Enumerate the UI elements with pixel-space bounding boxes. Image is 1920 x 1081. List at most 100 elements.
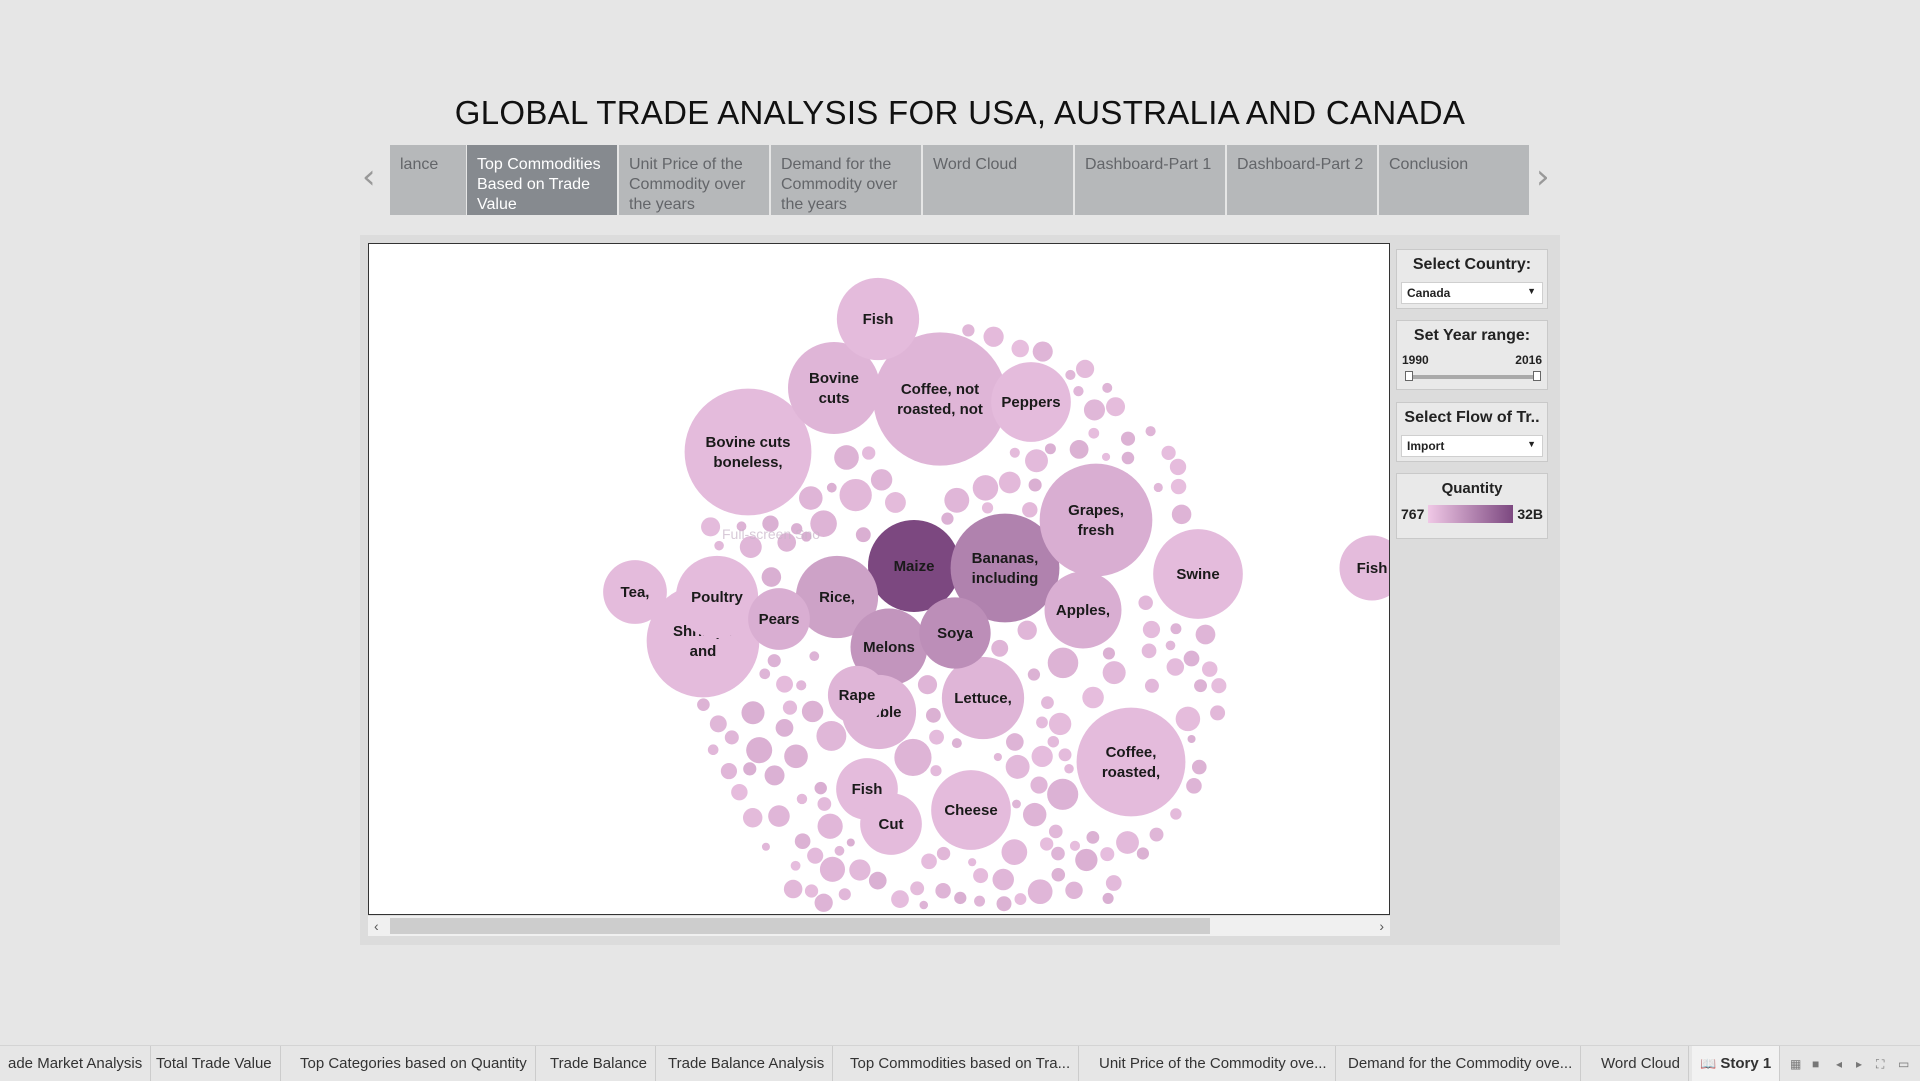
- filler-bubble[interactable]: [826, 482, 837, 493]
- filler-bubble[interactable]: [701, 517, 721, 537]
- filler-bubble[interactable]: [968, 858, 977, 867]
- filler-bubble[interactable]: [1141, 643, 1157, 659]
- filler-bubble[interactable]: [1047, 778, 1079, 810]
- filler-bubble[interactable]: [817, 797, 832, 811]
- filler-bubble[interactable]: [741, 701, 765, 725]
- filler-bubble[interactable]: [834, 445, 859, 470]
- commodity-bubble[interactable]: [795, 555, 879, 639]
- filler-bubble[interactable]: [1025, 449, 1048, 473]
- filler-bubble[interactable]: [925, 707, 941, 723]
- filler-bubble[interactable]: [935, 883, 951, 899]
- next-sheet-icon[interactable]: ▸: [1856, 1057, 1863, 1071]
- filler-bubble[interactable]: [801, 531, 812, 542]
- filler-bubble[interactable]: [1201, 661, 1218, 677]
- filler-bubble[interactable]: [1022, 802, 1047, 827]
- filler-bubble[interactable]: [746, 737, 773, 764]
- filler-bubble[interactable]: [720, 763, 738, 780]
- sheet-tab-top-commodities[interactable]: Top Commodities based on Tra...: [842, 1046, 1080, 1081]
- filler-bubble[interactable]: [1170, 478, 1187, 495]
- filler-bubble[interactable]: [761, 567, 782, 587]
- filler-bubble[interactable]: [1040, 837, 1054, 851]
- filler-bubble[interactable]: [1009, 447, 1020, 458]
- filler-bubble[interactable]: [742, 808, 763, 828]
- filler-bubble[interactable]: [1051, 846, 1065, 861]
- filler-bubble[interactable]: [697, 698, 710, 711]
- filler-bubble[interactable]: [1044, 443, 1056, 455]
- filler-bubble[interactable]: [973, 868, 989, 884]
- commodity-bubble[interactable]: [1044, 571, 1122, 649]
- filler-bubble[interactable]: [1171, 504, 1192, 525]
- commodity-bubble[interactable]: [675, 555, 759, 639]
- filler-bubble[interactable]: [784, 744, 808, 769]
- filler-bubble[interactable]: [1166, 658, 1185, 676]
- filler-bubble[interactable]: [1149, 827, 1164, 842]
- filler-bubble[interactable]: [1006, 733, 1024, 751]
- filler-bubble[interactable]: [1169, 458, 1187, 476]
- filler-bubble[interactable]: [1048, 824, 1063, 839]
- filler-bubble[interactable]: [870, 469, 893, 491]
- filler-bubble[interactable]: [891, 890, 909, 908]
- filler-bubble[interactable]: [1102, 892, 1114, 904]
- filler-bubble[interactable]: [834, 845, 845, 856]
- filler-bubble[interactable]: [1051, 867, 1066, 882]
- year-range-slider[interactable]: [1405, 371, 1541, 381]
- filler-bubble[interactable]: [1075, 848, 1098, 872]
- commodity-bubble[interactable]: [991, 362, 1071, 442]
- filler-bubble[interactable]: [1210, 705, 1226, 721]
- filler-bubble[interactable]: [1069, 439, 1089, 459]
- filler-bubble[interactable]: [1028, 478, 1042, 492]
- filler-bubble[interactable]: [894, 738, 932, 777]
- filler-bubble[interactable]: [1011, 339, 1029, 358]
- sheet-tab-demand[interactable]: Demand for the Commodity ove...: [1340, 1046, 1582, 1081]
- story-point-word-cloud[interactable]: Word Cloud: [923, 145, 1073, 215]
- filler-bubble[interactable]: [1036, 716, 1048, 729]
- filler-bubble[interactable]: [1183, 650, 1200, 667]
- filler-bubble[interactable]: [981, 502, 994, 514]
- filler-bubble[interactable]: [1120, 431, 1136, 446]
- filler-bubble[interactable]: [783, 879, 803, 899]
- commodity-bubble[interactable]: [827, 665, 887, 725]
- filler-bubble[interactable]: [1047, 735, 1060, 748]
- filler-bubble[interactable]: [782, 700, 798, 715]
- filler-bubble[interactable]: [1191, 759, 1207, 775]
- prev-sheet-icon[interactable]: ◂: [1836, 1057, 1843, 1071]
- filler-bubble[interactable]: [1027, 879, 1053, 905]
- filler-bubble[interactable]: [1211, 678, 1227, 694]
- filler-bubble[interactable]: [1065, 369, 1076, 381]
- filler-bubble[interactable]: [1047, 647, 1079, 679]
- filler-bubble[interactable]: [919, 900, 929, 910]
- filler-bubble[interactable]: [1102, 647, 1115, 660]
- filler-bubble[interactable]: [1065, 881, 1083, 900]
- commodity-bubble[interactable]: [836, 277, 920, 361]
- next-story-point-arrow[interactable]: ›: [1536, 157, 1550, 197]
- filler-bubble[interactable]: [796, 793, 808, 805]
- filler-bubble[interactable]: [1138, 595, 1153, 611]
- filler-bubble[interactable]: [731, 783, 748, 801]
- filler-bubble[interactable]: [1136, 847, 1150, 860]
- filler-bubble[interactable]: [1105, 875, 1122, 891]
- filler-bubble[interactable]: [1001, 839, 1028, 865]
- filler-bubble[interactable]: [954, 891, 967, 905]
- story-point-conclusion[interactable]: Conclusion: [1379, 145, 1529, 215]
- story-point-demand[interactable]: Demand for the Commodity over the years: [771, 145, 921, 215]
- filler-bubble[interactable]: [929, 729, 944, 745]
- filler-bubble[interactable]: [801, 700, 824, 723]
- filler-bubble[interactable]: [910, 881, 925, 896]
- filler-bubble[interactable]: [817, 813, 843, 839]
- filler-bubble[interactable]: [1014, 893, 1027, 906]
- filler-bubble[interactable]: [777, 533, 797, 552]
- filler-bubble[interactable]: [807, 847, 824, 864]
- commodity-bubble[interactable]: [950, 513, 1060, 623]
- filler-bubble[interactable]: [936, 846, 951, 861]
- filler-bubble[interactable]: [1075, 359, 1095, 379]
- filler-bubble[interactable]: [992, 868, 1014, 891]
- filler-bubble[interactable]: [767, 654, 781, 668]
- fullscreen-icon[interactable]: ⛶: [1876, 1057, 1885, 1071]
- filler-bubble[interactable]: [1170, 623, 1182, 635]
- commodity-bubble[interactable]: [941, 656, 1025, 740]
- commodity-bubble[interactable]: [873, 332, 1007, 466]
- filler-bubble[interactable]: [1027, 668, 1041, 681]
- filler-bubble[interactable]: [1153, 482, 1163, 493]
- filler-bubble[interactable]: [1030, 776, 1048, 794]
- filler-bubble[interactable]: [762, 515, 779, 532]
